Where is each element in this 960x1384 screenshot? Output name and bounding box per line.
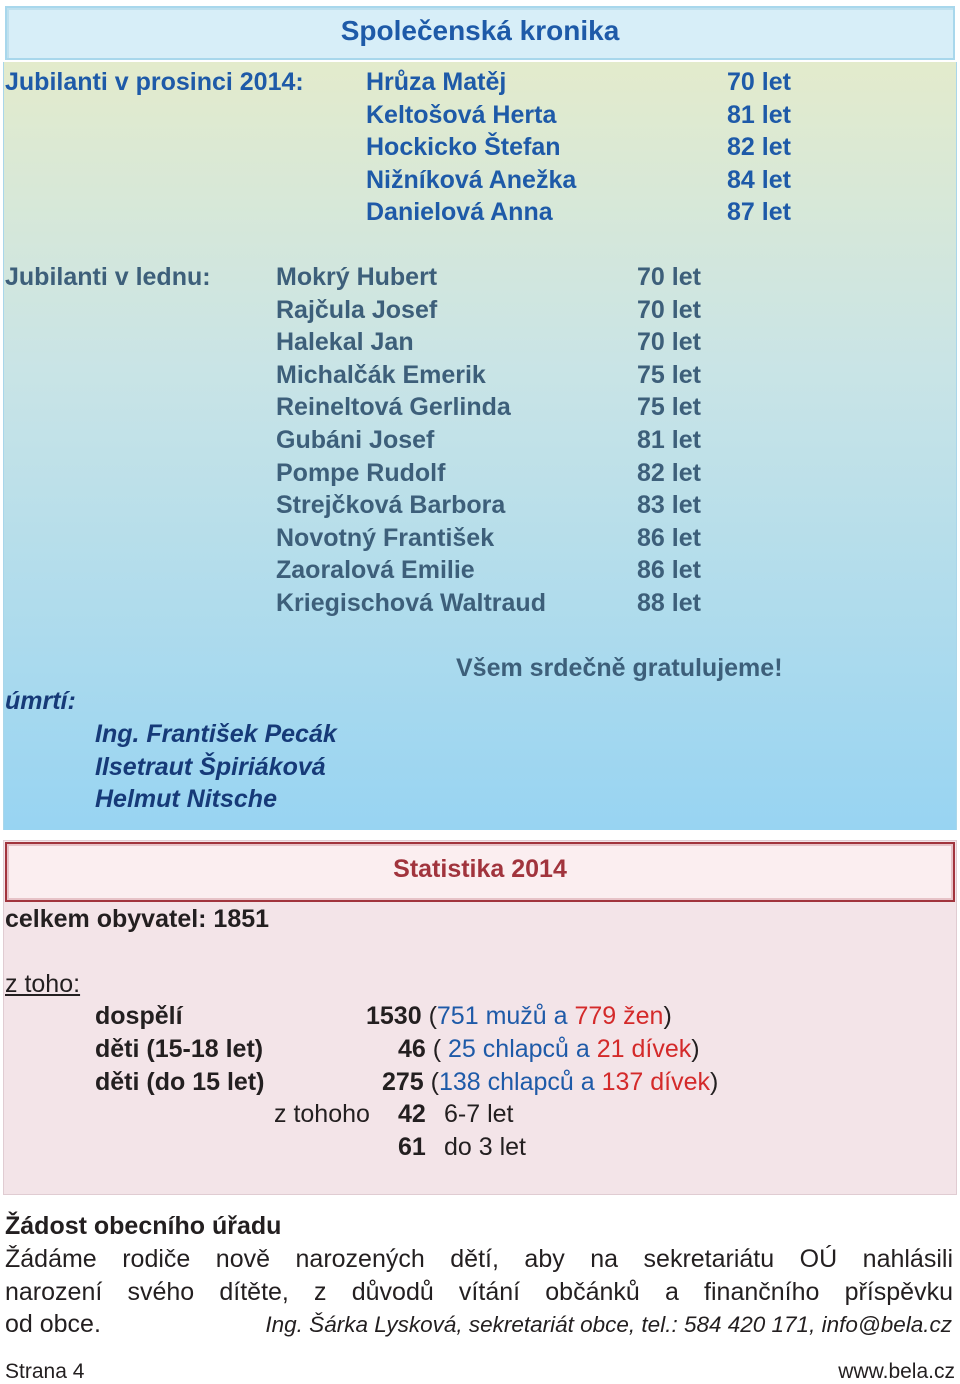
request-line: Žádáme rodiče nově narozených dětí, aby …: [5, 1245, 953, 1273]
jubilant-age: 81 let: [727, 100, 791, 129]
kids-15-18-female: 21 dívek: [596, 1035, 692, 1063]
conj-and: a: [573, 1068, 602, 1096]
jubilant-name: Mokrý Hubert: [276, 263, 438, 291]
jubilant-age: 81 let: [637, 426, 701, 454]
request-signature: Ing. Šárka Lysková, sekretariát obce, te…: [265, 1312, 952, 1337]
jubilant-age: 83 let: [637, 491, 701, 520]
congrats-text: Všem srdečně gratulujeme!: [456, 654, 783, 682]
kids-to-15-label: děti (do 15 let): [95, 1068, 265, 1096]
jubilant-age: 84 let: [727, 165, 791, 194]
stats-title: Statistika 2014: [393, 855, 567, 883]
request-line: narození svého dítěte, z důvodů vítání o…: [5, 1278, 953, 1306]
paren-close: ): [710, 1068, 719, 1096]
jubilant-name: Kriegischová Waltraud: [276, 589, 546, 617]
sub-count: 42: [398, 1100, 426, 1128]
jubilant-name: Nižníková Anežka: [366, 165, 577, 194]
sub-count: 61: [398, 1133, 426, 1161]
paren-close: ): [663, 1002, 672, 1030]
kids-to-15-count-row: 275 (138 chlapců a 137 dívek): [382, 1068, 718, 1097]
kids-to-15-count: 275: [382, 1068, 424, 1096]
conj-and: a: [568, 1035, 597, 1063]
conj-and: a: [546, 1002, 575, 1030]
kids-15-18-count: 46: [398, 1035, 426, 1063]
website-link[interactable]: www.bela.cz: [838, 1360, 955, 1383]
jubilant-age: 75 let: [637, 393, 701, 422]
kids-to-15-female: 137 dívek: [601, 1068, 711, 1096]
adults-female: 779 žen: [574, 1002, 664, 1030]
adults-male: 751 mužů: [436, 1002, 547, 1030]
jubilant-name: Novotný František: [276, 523, 495, 552]
jubilant-name: Pompe Rudolf: [276, 458, 446, 487]
jubilant-name: Zaoralová Emilie: [276, 556, 475, 585]
adults-label: dospělí: [95, 1002, 183, 1030]
jubilant-age: 86 let: [637, 523, 701, 552]
adults-count-row: 1530 (751 mužů a 779 žen): [366, 1002, 672, 1031]
request-line: od obce.: [5, 1310, 101, 1338]
jubilant-name: Keltošová Herta: [366, 100, 557, 129]
jubilant-age: 88 let: [637, 589, 701, 617]
death-name: Ing. František Pecák: [95, 720, 337, 748]
jubilant-name: Strejčková Barbora: [276, 491, 506, 520]
jubilant-name: Danielová Anna: [366, 198, 553, 227]
kids-15-18-count-row: 46 ( 25 chlapců a 21 dívek): [398, 1035, 700, 1064]
jubilant-age: 86 let: [637, 556, 701, 585]
death-name: Ilsetraut Špiriáková: [95, 753, 326, 781]
jubilant-age: 82 let: [637, 458, 701, 487]
sub-desc: 6-7 let: [444, 1100, 514, 1128]
kids-15-18-label: děti (15-18 let): [95, 1035, 264, 1063]
deaths-label: úmrtí:: [5, 687, 76, 715]
jubilant-name: Hockicko Štefan: [366, 133, 561, 162]
death-name: Helmut Nitsche: [95, 785, 277, 813]
chronicle-title: Společenská kronika: [340, 15, 620, 46]
jubilant-name: Halekal Jan: [276, 328, 414, 357]
jubilant-age: 87 let: [727, 198, 791, 227]
jubilant-age: 70 let: [637, 328, 701, 357]
kids-15-18-male: 25 chlapců: [448, 1035, 569, 1063]
chronicle-header: [5, 6, 955, 60]
paren-open: (: [425, 1035, 449, 1063]
january-label: Jubilanti v lednu:: [5, 263, 211, 291]
of-which-label: z toho:: [5, 970, 81, 998]
request-title: Žádost obecního úřadu: [5, 1212, 282, 1240]
paren-open: (: [421, 1002, 437, 1030]
jubilant-name: Hrůza Matěj: [366, 68, 507, 96]
jubilant-age: 70 let: [637, 295, 701, 324]
jubilant-age: 70 let: [727, 68, 791, 96]
jubilant-age: 82 let: [727, 133, 791, 162]
december-label: Jubilanti v prosinci 2014:: [5, 68, 304, 96]
sub-desc: do 3 let: [444, 1133, 527, 1161]
jubilant-name: Gubáni Josef: [276, 426, 435, 454]
page-number: Strana 4: [5, 1360, 85, 1383]
sub-prefix: z tohoho: [274, 1100, 370, 1128]
jubilant-age: 70 let: [637, 263, 701, 291]
jubilant-name: Rajčula Josef: [276, 295, 438, 324]
total-population: celkem obyvatel: 1851: [5, 905, 270, 933]
jubilant-age: 75 let: [637, 360, 701, 389]
jubilant-name: Reineltová Gerlinda: [276, 393, 511, 422]
kids-to-15-male: 138 chlapců: [439, 1068, 574, 1096]
paren-close: ): [691, 1035, 700, 1063]
paren-open: (: [423, 1068, 439, 1096]
jubilant-name: Michalčák Emerik: [276, 360, 486, 389]
stats-header: [5, 842, 955, 902]
chronicle-panel: [3, 62, 957, 830]
adults-count: 1530: [366, 1002, 422, 1030]
